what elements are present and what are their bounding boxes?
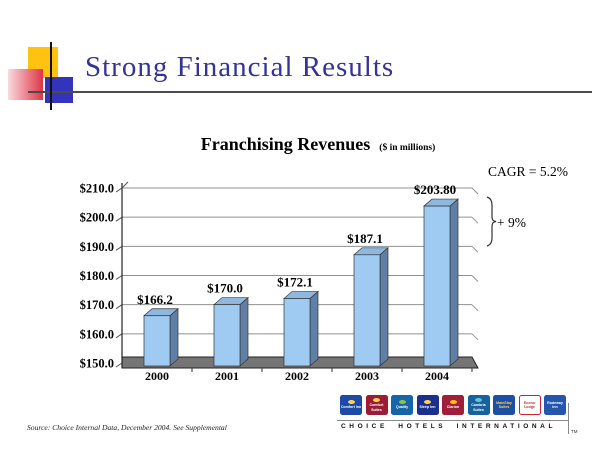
bar-2002: $172.1 bbox=[277, 275, 319, 367]
y-axis-tick bbox=[115, 362, 123, 368]
quality-logo-accent bbox=[398, 400, 406, 405]
bar-value-label: $172.1 bbox=[277, 275, 313, 290]
chart-title-block: Franchising Revenues ($ in millions) bbox=[98, 134, 538, 155]
bar-side-face bbox=[239, 296, 249, 367]
bar-side-face bbox=[449, 198, 459, 367]
bar-front-face bbox=[353, 254, 381, 367]
decor-blue-square bbox=[45, 77, 73, 103]
y-tick-label: $180.0 bbox=[80, 269, 114, 283]
y-tick-label: $150.0 bbox=[80, 357, 114, 371]
y-tick-label: $170.0 bbox=[80, 298, 114, 312]
gridline-depth-tick bbox=[471, 304, 479, 312]
comfort-inn-logo-accent bbox=[347, 400, 355, 405]
y-tick-label: $210.0 bbox=[80, 182, 114, 196]
bar-side-face bbox=[379, 247, 389, 367]
gridline-depth-tick bbox=[471, 245, 479, 253]
y-tick-label: $190.0 bbox=[80, 240, 114, 254]
quality-logo-icon: Quality bbox=[391, 395, 413, 415]
bar-2000: $166.2 bbox=[137, 292, 179, 367]
bar-front-face bbox=[143, 315, 171, 367]
comfort-suites-logo-label: Comfort Suites bbox=[369, 403, 384, 412]
bar-value-label: $166.2 bbox=[137, 292, 173, 307]
y-axis-tick bbox=[115, 187, 123, 193]
rodeway-inn-logo-label: Rodeway Inn bbox=[547, 400, 563, 409]
x-tick-label: 2003 bbox=[355, 369, 379, 383]
clarion-logo-icon: Clarion bbox=[442, 395, 464, 415]
comfort-suites-logo-icon: Comfort Suites bbox=[365, 395, 388, 415]
decor-red-square bbox=[8, 69, 43, 100]
y-axis-tick bbox=[115, 245, 123, 251]
bar-side-face bbox=[309, 290, 319, 367]
decor-vertical-line bbox=[50, 42, 52, 110]
chart-subtitle: ($ in millions) bbox=[379, 143, 436, 153]
comfort-suites-logo-accent bbox=[373, 398, 380, 403]
brand-wordmark: CHOICE HOTELS INTERNATIONAL bbox=[341, 423, 557, 430]
x-tick-label: 2002 bbox=[285, 369, 309, 383]
comfort-inn-logo-icon: Comfort Inn bbox=[340, 395, 362, 415]
gridline-depth-tick bbox=[471, 216, 479, 224]
clarion-logo-label: Clarion bbox=[446, 405, 460, 410]
y-tick-label: $200.0 bbox=[80, 211, 114, 225]
econo-lodge-logo-label: Econo Lodge bbox=[524, 400, 535, 409]
bar-value-label: $170.0 bbox=[207, 281, 243, 296]
bar-2001: $170.0 bbox=[207, 281, 249, 367]
sleep-inn-logo-icon: Sleep Inn bbox=[416, 395, 439, 415]
bar-front-face bbox=[213, 304, 241, 367]
y-axis-tick bbox=[115, 275, 123, 280]
cambria-suites-logo-icon: Cambria Suites bbox=[467, 395, 490, 415]
source-note: Source: Choice Internal Data, December 2… bbox=[27, 423, 227, 432]
mainstay-suites-logo-label: MainStay Suites bbox=[496, 400, 512, 409]
bar-front-face bbox=[283, 298, 311, 367]
sleep-inn-logo-accent bbox=[424, 400, 431, 405]
rodeway-inn-logo-icon: Rodeway Inn bbox=[544, 395, 566, 415]
mainstay-suites-logo-icon: MainStay Suites bbox=[493, 395, 515, 415]
gridline-depth-tick bbox=[471, 275, 479, 282]
cambria-suites-logo-label: Cambria Suites bbox=[471, 403, 486, 412]
clarion-logo-accent bbox=[449, 400, 457, 405]
growth-annotation: + 9% bbox=[497, 215, 526, 230]
bar-front-face bbox=[423, 205, 451, 367]
title-underline bbox=[28, 91, 592, 93]
bar-value-label: $203.80 bbox=[414, 182, 456, 197]
sleep-inn-logo-label: Sleep Inn bbox=[419, 405, 436, 410]
growth-bracket bbox=[486, 196, 497, 247]
y-tick-label: $160.0 bbox=[80, 327, 114, 341]
gridline-depth-tick bbox=[471, 333, 479, 341]
quality-logo-label: Quality bbox=[395, 405, 409, 410]
slide-title: Strong Financial Results bbox=[85, 51, 395, 83]
x-tick-label: 2001 bbox=[215, 369, 239, 383]
bar-2003: $187.1 bbox=[347, 231, 389, 367]
gridline-depth-tick bbox=[471, 187, 479, 195]
y-axis-tick bbox=[115, 304, 123, 310]
cambria-suites-logo-accent bbox=[475, 398, 482, 403]
y-axis-tick bbox=[115, 333, 123, 339]
cagr-annotation: CAGR = 5.2% bbox=[488, 164, 568, 179]
econo-lodge-logo-icon: Econo Lodge bbox=[518, 395, 541, 415]
bar-value-label: $187.1 bbox=[347, 231, 383, 246]
y-axis-depth-tick bbox=[121, 181, 129, 189]
brand-vertical-line bbox=[568, 403, 569, 434]
x-tick-label: 2004 bbox=[425, 369, 449, 383]
trademark-symbol: TM bbox=[571, 429, 578, 434]
comfort-inn-logo-label: Comfort Inn bbox=[340, 405, 362, 410]
brand-logo-row: Comfort Inn Comfort Suites Quality Sleep In… bbox=[340, 395, 566, 415]
y-axis-tick bbox=[115, 216, 123, 222]
bar-side-face bbox=[169, 307, 179, 367]
brand-divider-line bbox=[337, 420, 568, 421]
bar-2004: $203.80 bbox=[414, 182, 459, 367]
chart-title: Franchising Revenues bbox=[200, 134, 371, 154]
x-tick-label: 2000 bbox=[145, 369, 169, 383]
